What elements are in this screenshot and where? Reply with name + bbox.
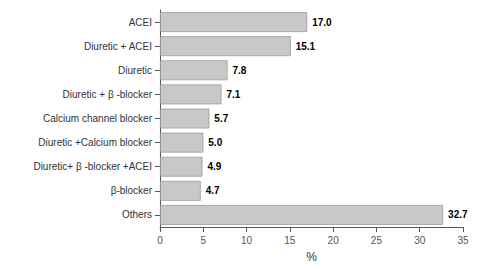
svg-text:ACEI: ACEI <box>129 17 152 28</box>
svg-text:Diuretic: Diuretic <box>118 65 152 76</box>
svg-text:5: 5 <box>201 235 207 246</box>
svg-text:Diuretic + ACEI: Diuretic + ACEI <box>84 41 152 52</box>
svg-text:15.1: 15.1 <box>296 41 316 52</box>
svg-text:4.7: 4.7 <box>206 185 220 196</box>
svg-text:Calcium channel blocker: Calcium channel blocker <box>43 113 153 124</box>
svg-text:%: % <box>306 250 317 264</box>
svg-text:Diuretic+ β -blocker +ACEI: Diuretic+ β -blocker +ACEI <box>33 161 152 172</box>
svg-text:35: 35 <box>457 235 469 246</box>
svg-text:4.9: 4.9 <box>207 161 221 172</box>
svg-text:5.7: 5.7 <box>214 113 228 124</box>
svg-text:Diuretic + β -blocker: Diuretic + β -blocker <box>63 89 153 100</box>
svg-text:β-blocker: β-blocker <box>111 185 153 196</box>
svg-text:7.8: 7.8 <box>233 65 247 76</box>
svg-text:Diuretic +Calcium blocker: Diuretic +Calcium blocker <box>38 137 152 148</box>
svg-text:25: 25 <box>371 235 383 246</box>
svg-text:0: 0 <box>157 235 163 246</box>
svg-text:10: 10 <box>241 235 253 246</box>
svg-text:Others: Others <box>122 209 152 220</box>
svg-text:32.7: 32.7 <box>448 209 468 220</box>
svg-text:17.0: 17.0 <box>312 17 332 28</box>
svg-text:5.0: 5.0 <box>208 137 222 148</box>
svg-text:15: 15 <box>284 235 296 246</box>
svg-text:20: 20 <box>328 235 340 246</box>
svg-text:30: 30 <box>414 235 426 246</box>
svg-text:7.1: 7.1 <box>226 89 240 100</box>
